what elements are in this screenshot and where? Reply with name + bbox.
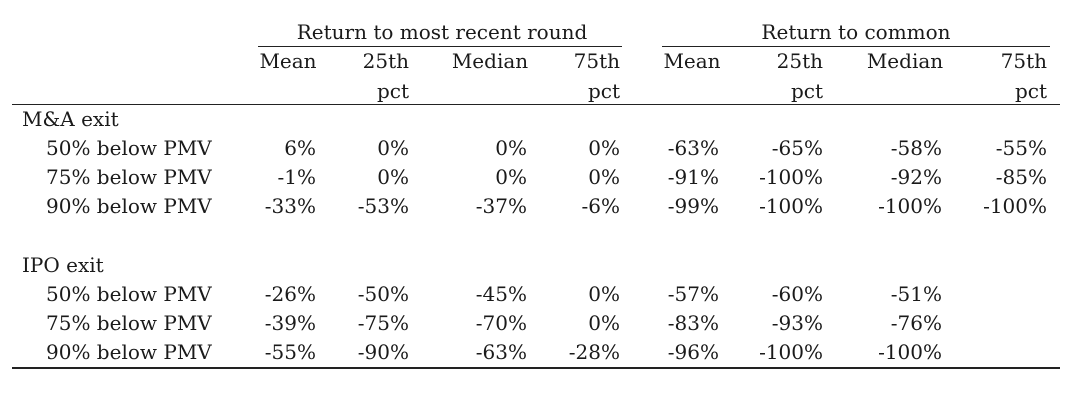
group-header-common: Return to common bbox=[761, 20, 951, 44]
table-cell: -70% bbox=[475, 311, 527, 335]
column-header-2-line2: pct bbox=[376, 79, 409, 103]
row-label: 90% below PMV bbox=[46, 194, 212, 218]
column-header-6: 25th bbox=[776, 49, 823, 73]
table-cell: -100% bbox=[759, 194, 823, 218]
table-cell: -51% bbox=[890, 282, 942, 306]
table-cell: -63% bbox=[475, 340, 527, 364]
table-cell: -39% bbox=[264, 311, 316, 335]
table-cell: -33% bbox=[264, 194, 316, 218]
column-header-6-line2: pct bbox=[790, 79, 823, 103]
table-cell: -65% bbox=[771, 136, 823, 160]
section-title: M&A exit bbox=[22, 107, 119, 131]
table-cell: -55% bbox=[264, 340, 316, 364]
column-header-8: 75th bbox=[1000, 49, 1047, 73]
table-cell: -96% bbox=[667, 340, 719, 364]
table-cell: -37% bbox=[475, 194, 527, 218]
table-cell: 0% bbox=[588, 136, 620, 160]
column-header-5: Mean bbox=[663, 49, 721, 73]
table-cell: -75% bbox=[357, 311, 409, 335]
table-cell: -100% bbox=[878, 194, 942, 218]
column-header-8-line2: pct bbox=[1014, 79, 1047, 103]
table-cell: -53% bbox=[357, 194, 409, 218]
row-label: 75% below PMV bbox=[46, 311, 212, 335]
table-cell: -55% bbox=[995, 136, 1047, 160]
table-cell: -100% bbox=[983, 194, 1047, 218]
table-cell: 0% bbox=[495, 165, 527, 189]
table-cell: -1% bbox=[277, 165, 317, 189]
table-cell: -76% bbox=[890, 311, 942, 335]
table-cell: -85% bbox=[995, 165, 1047, 189]
table-cell: 0% bbox=[377, 136, 409, 160]
row-label: 90% below PMV bbox=[46, 340, 212, 364]
row-label: 75% below PMV bbox=[46, 165, 212, 189]
column-header-4-line2: pct bbox=[587, 79, 620, 103]
group-header-most-recent-round: Return to most recent round bbox=[296, 20, 588, 44]
table-cell: -100% bbox=[759, 165, 823, 189]
table-cell: -60% bbox=[771, 282, 823, 306]
table-cell: -90% bbox=[357, 340, 409, 364]
column-header-1: Mean bbox=[259, 49, 317, 73]
column-header-7: Median bbox=[866, 49, 944, 73]
table-cell: -58% bbox=[890, 136, 942, 160]
column-header-4: 75th bbox=[573, 49, 620, 73]
table-cell: -93% bbox=[771, 311, 823, 335]
table-cell: 0% bbox=[588, 311, 620, 335]
header-rule bbox=[12, 104, 1060, 105]
table-cell: -91% bbox=[667, 165, 719, 189]
column-header-3: Median bbox=[451, 49, 529, 73]
table-cell: -57% bbox=[667, 282, 719, 306]
table-cell: 0% bbox=[377, 165, 409, 189]
table-cell: -6% bbox=[581, 194, 621, 218]
table-cell: -83% bbox=[667, 311, 719, 335]
bottom-rule bbox=[12, 367, 1060, 369]
table-cell: -92% bbox=[890, 165, 942, 189]
table-cell: 6% bbox=[284, 136, 316, 160]
table-cell: 0% bbox=[588, 282, 620, 306]
table-cell: -26% bbox=[264, 282, 316, 306]
row-label: 50% below PMV bbox=[46, 136, 212, 160]
section-title: IPO exit bbox=[22, 253, 104, 277]
table-cell: -28% bbox=[568, 340, 620, 364]
table-cell: -100% bbox=[878, 340, 942, 364]
table-cell: 0% bbox=[495, 136, 527, 160]
group-underline-most-recent-round bbox=[258, 46, 622, 47]
table-cell: 0% bbox=[588, 165, 620, 189]
table-cell: -45% bbox=[475, 282, 527, 306]
row-label: 50% below PMV bbox=[46, 282, 212, 306]
table-cell: -100% bbox=[759, 340, 823, 364]
group-underline-common bbox=[662, 46, 1050, 47]
table-cell: -50% bbox=[357, 282, 409, 306]
column-header-2: 25th bbox=[362, 49, 409, 73]
table-cell: -99% bbox=[667, 194, 719, 218]
table-cell: -63% bbox=[667, 136, 719, 160]
